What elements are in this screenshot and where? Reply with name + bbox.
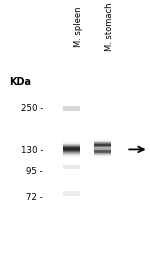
Bar [94, 144, 111, 145]
Text: 250 -: 250 - [21, 104, 43, 113]
Bar [94, 139, 111, 140]
Text: KDa: KDa [9, 77, 31, 87]
Bar [94, 141, 111, 142]
Bar [94, 151, 111, 152]
Bar [94, 154, 111, 155]
Bar [94, 155, 111, 156]
Bar [63, 157, 80, 158]
Bar [94, 150, 111, 151]
Bar [63, 150, 80, 151]
Bar [63, 165, 80, 169]
Bar [94, 147, 111, 148]
Text: M. spleen: M. spleen [74, 6, 83, 46]
Bar [63, 154, 80, 155]
Text: M. stomach: M. stomach [105, 2, 114, 51]
Bar [63, 144, 80, 146]
Bar [94, 147, 111, 148]
Bar [94, 156, 111, 157]
Bar [63, 143, 80, 144]
Bar [94, 143, 111, 144]
Text: 130 -: 130 - [21, 146, 43, 155]
Bar [94, 142, 111, 143]
Bar [94, 149, 111, 150]
Text: 72 -: 72 - [26, 193, 43, 202]
Bar [94, 148, 111, 149]
Bar [63, 142, 80, 143]
Bar [94, 153, 111, 154]
Bar [63, 106, 80, 111]
Bar [63, 191, 80, 195]
Bar [63, 156, 80, 157]
Bar [63, 155, 80, 156]
Bar [94, 150, 111, 151]
Bar [63, 146, 80, 148]
Text: 95 -: 95 - [26, 167, 43, 176]
Bar [63, 144, 80, 149]
Bar [94, 148, 111, 149]
Bar [94, 152, 111, 153]
Bar [63, 151, 80, 152]
Bar [63, 152, 80, 153]
Bar [94, 146, 111, 147]
Bar [94, 145, 111, 146]
Bar [94, 146, 111, 147]
Bar [63, 148, 80, 150]
Bar [94, 149, 111, 150]
Bar [63, 153, 80, 154]
Bar [94, 140, 111, 141]
Bar [63, 141, 80, 142]
